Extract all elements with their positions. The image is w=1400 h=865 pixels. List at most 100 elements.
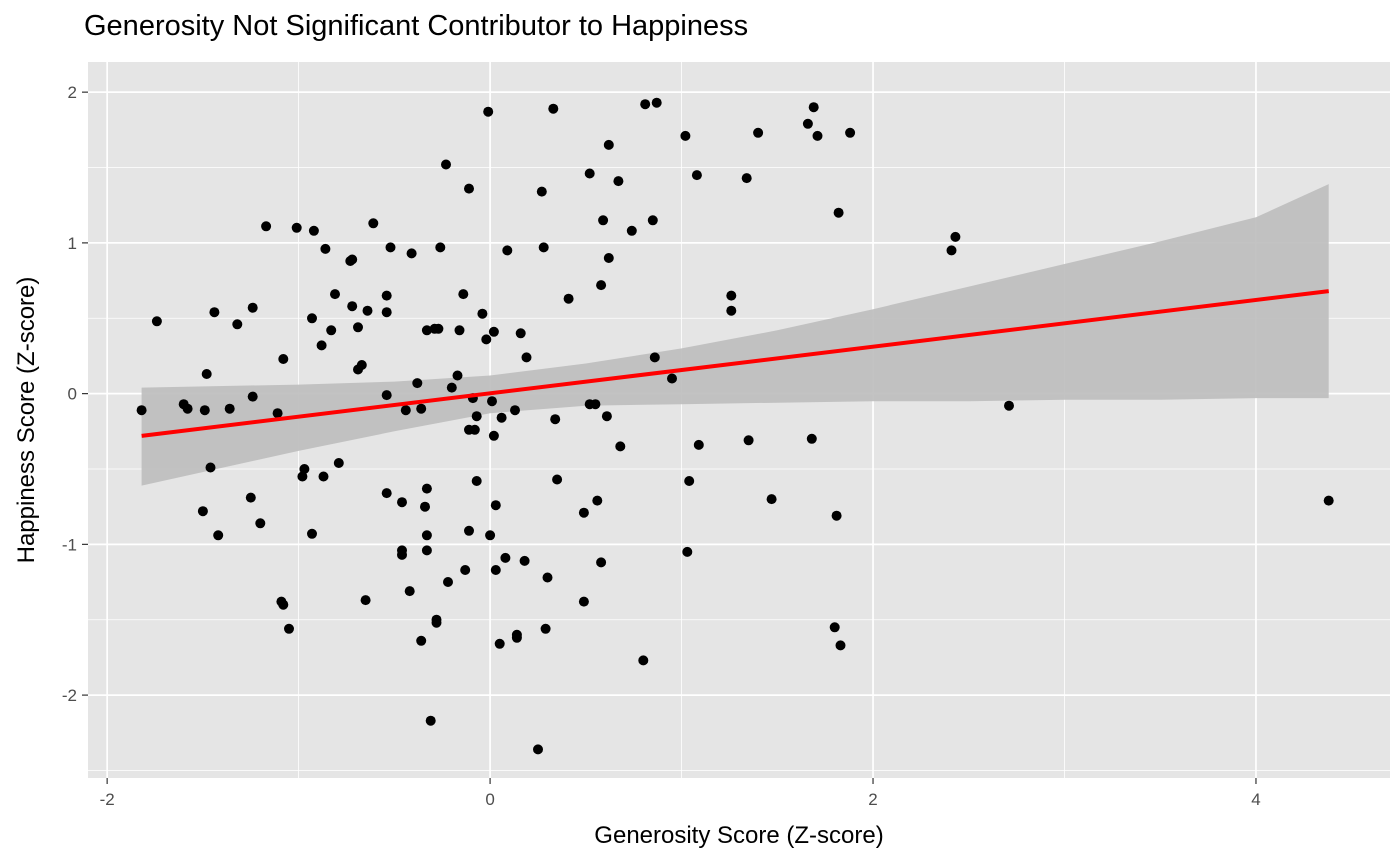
data-point [563, 293, 574, 304]
data-point [272, 408, 283, 419]
data-point [201, 369, 212, 379]
data-point [421, 545, 432, 556]
data-point [307, 313, 317, 324]
data-point [603, 253, 614, 263]
x-axis-title: Generosity Score (Z-score) [594, 822, 883, 849]
y-tick-label: 2 [68, 83, 77, 102]
data-point [284, 623, 294, 634]
y-axis-title: Happiness Score (Z-score) [13, 277, 40, 564]
data-point [261, 221, 272, 232]
data-point [515, 328, 526, 339]
data-point [598, 215, 609, 226]
data-point [397, 545, 407, 556]
data-point [584, 168, 595, 179]
data-point [416, 403, 427, 414]
data-point [488, 326, 499, 337]
data-point [420, 501, 430, 512]
data-point [743, 435, 754, 446]
data-point [360, 595, 371, 606]
data-point [421, 325, 432, 336]
data-point [224, 403, 235, 414]
data-point [488, 430, 499, 441]
data-point [326, 325, 337, 336]
data-point [1323, 495, 1334, 506]
data-point [469, 424, 480, 435]
data-point [519, 555, 530, 566]
data-point [808, 102, 819, 113]
data-point [330, 289, 340, 300]
data-point [356, 360, 367, 370]
data-point [626, 225, 637, 236]
data-point [464, 525, 474, 536]
data-point [318, 471, 329, 482]
data-point [460, 565, 471, 575]
data-point [829, 622, 840, 633]
data-point [766, 494, 777, 505]
data-point [596, 557, 607, 568]
data-point [381, 307, 392, 318]
trend-line [141, 289, 1329, 438]
data-point [649, 352, 660, 363]
data-point [182, 403, 193, 414]
data-point [245, 492, 256, 503]
data-point [615, 441, 626, 452]
data-point [485, 530, 496, 541]
data-point [464, 183, 474, 194]
data-point [680, 130, 691, 141]
data-point [647, 215, 658, 226]
data-point [1004, 400, 1014, 411]
data-point [441, 159, 451, 170]
data-point [592, 495, 603, 506]
data-point [496, 412, 507, 423]
chart-title: Generosity Not Significant Contributor t… [84, 10, 749, 42]
data-point [487, 396, 497, 407]
data-point [247, 302, 258, 313]
data-point [481, 334, 492, 345]
data-point [601, 411, 612, 422]
data-point [812, 130, 823, 141]
data-point [726, 305, 737, 316]
data-point [397, 497, 407, 508]
data-point [404, 586, 415, 597]
data-point [548, 103, 559, 114]
data-point [381, 488, 392, 499]
data-point [596, 280, 607, 291]
data-point [638, 655, 649, 666]
data-point [400, 405, 411, 416]
data-point [726, 290, 737, 301]
data-point [297, 471, 308, 482]
data-point [278, 599, 289, 610]
data-point [552, 474, 563, 485]
data-point [431, 617, 442, 628]
data-point [578, 596, 589, 607]
data-point [347, 254, 358, 265]
data-point [833, 207, 844, 218]
data-point [490, 565, 501, 575]
data-point [542, 572, 553, 583]
data-point [502, 245, 513, 256]
data-points [136, 97, 1334, 755]
data-point [435, 242, 446, 253]
data-point [446, 382, 457, 393]
data-point [753, 127, 764, 138]
data-point [536, 186, 547, 197]
data-point [651, 97, 662, 108]
data-point [199, 405, 210, 416]
data-point [471, 476, 482, 486]
data-point [511, 629, 522, 640]
data-point [540, 623, 551, 634]
data-point [307, 528, 317, 539]
data-point [483, 106, 494, 117]
data-point [255, 518, 266, 529]
data-point [802, 118, 813, 129]
data-point [151, 316, 162, 327]
data-point [603, 139, 614, 150]
data-point [538, 242, 549, 253]
data-point [205, 462, 216, 473]
data-point [550, 414, 561, 425]
data-point [353, 322, 363, 333]
y-tick-label: 0 [68, 385, 77, 404]
data-point [490, 500, 501, 511]
data-point [333, 458, 344, 468]
data-point [533, 744, 543, 755]
